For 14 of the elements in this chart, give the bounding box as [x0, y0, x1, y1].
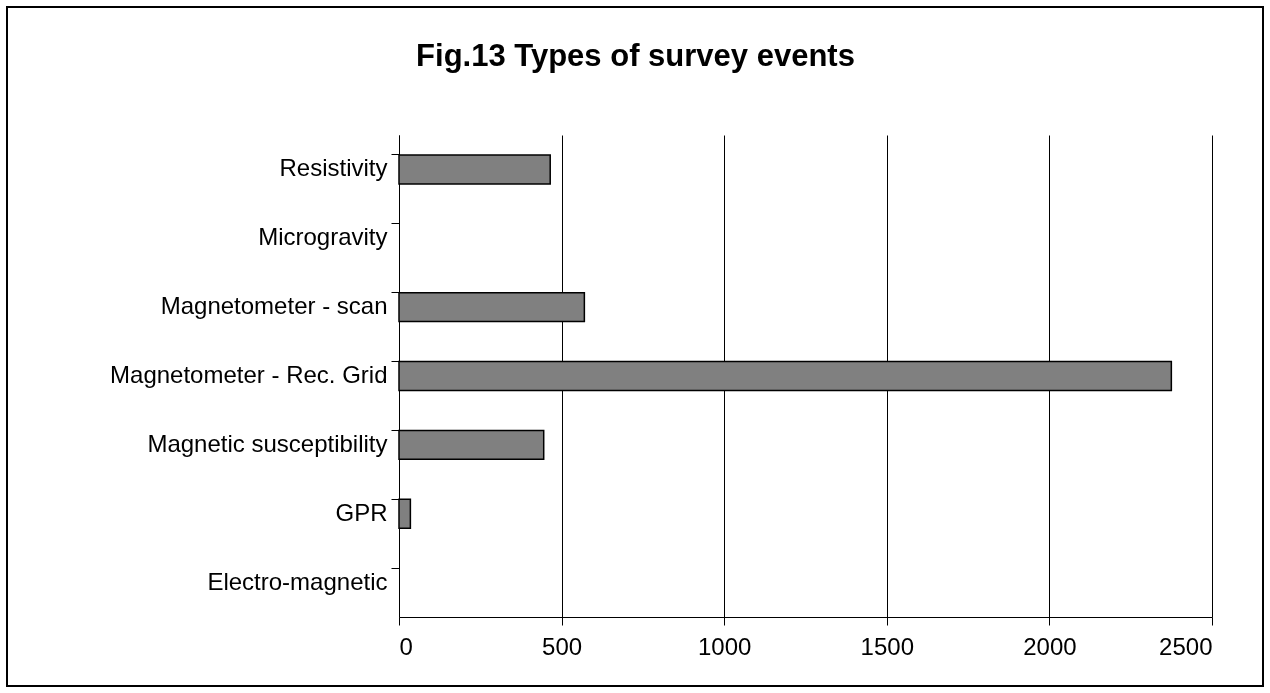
- x-tick-label: 2000: [1023, 632, 1077, 660]
- y-tick-label: Microgravity: [258, 223, 388, 251]
- y-tick-label: GPR: [335, 498, 388, 526]
- y-tick-label: Electro-magnetic: [207, 567, 388, 595]
- x-tick-label: 0: [399, 632, 413, 660]
- y-tick-label: Magnetometer - Rec. Grid: [110, 361, 388, 388]
- x-tick-label: 1500: [860, 632, 914, 660]
- x-tick-label: 1000: [698, 632, 752, 660]
- x-tick-label: 500: [542, 632, 583, 660]
- y-tick-label: Magnetometer - scan: [160, 292, 388, 320]
- y-tick-label: Magnetic susceptibility: [147, 429, 388, 457]
- y-tick-label: Resistivity: [279, 154, 388, 182]
- chart-title: Fig.13 Types of survey events: [416, 38, 855, 73]
- x-tick-label: 2500: [1159, 632, 1213, 660]
